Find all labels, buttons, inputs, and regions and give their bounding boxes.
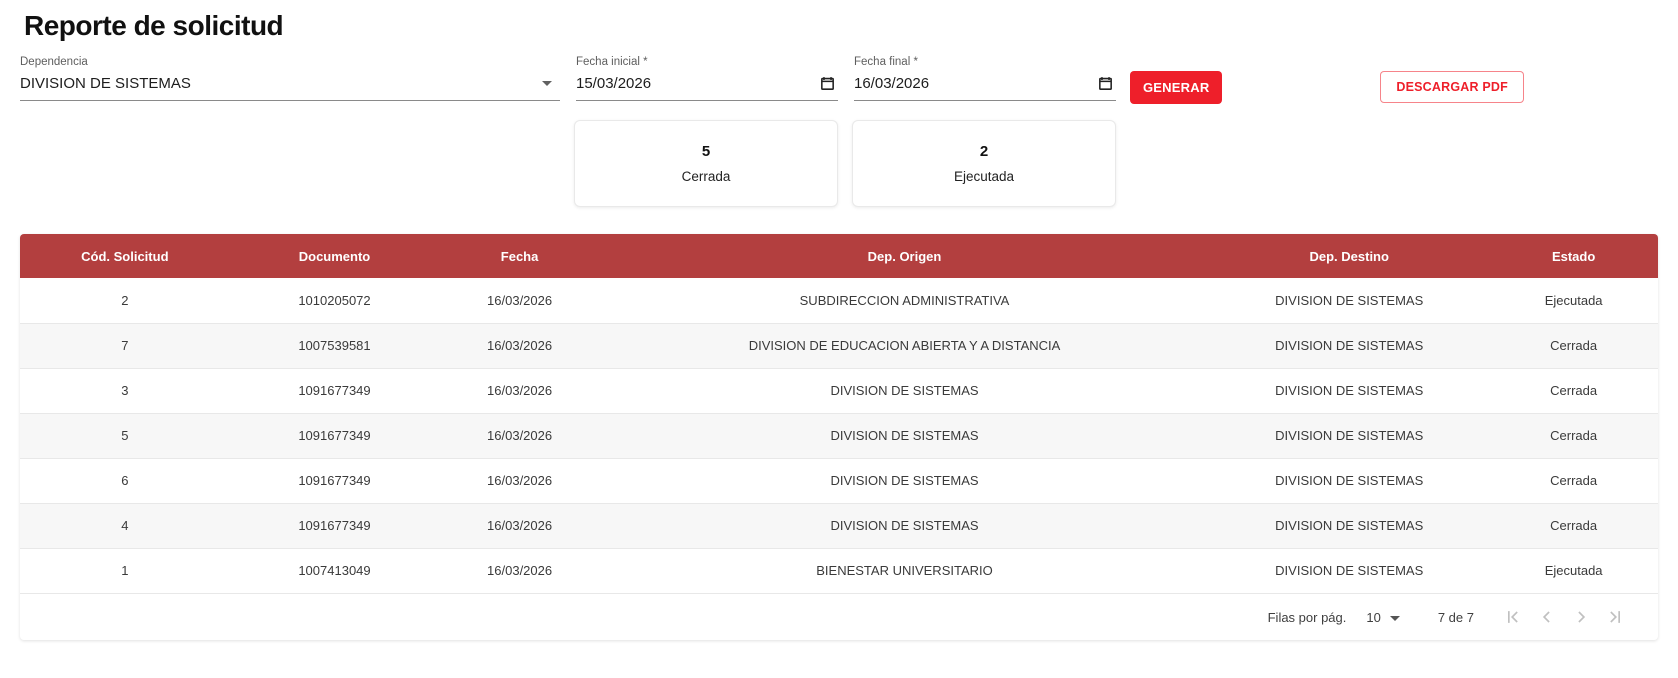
- first-page-button[interactable]: [1496, 600, 1530, 634]
- cell-dep-destino: DIVISION DE SISTEMAS: [1209, 322, 1490, 368]
- cell-fecha: 16/03/2026: [439, 502, 600, 548]
- cell-fecha: 16/03/2026: [439, 322, 600, 368]
- cell-cod-solicitud: 3: [20, 367, 230, 413]
- cell-dep-origen: DIVISION DE SISTEMAS: [599, 412, 1210, 458]
- cell-estado: Cerrada: [1489, 322, 1658, 368]
- cell-cod-solicitud: 5: [20, 412, 230, 458]
- report-table: Cód. Solicitud Documento Fecha Dep. Orig…: [20, 234, 1658, 593]
- column-header-documento: Documento: [229, 234, 440, 278]
- cell-estado: Cerrada: [1489, 412, 1658, 458]
- cell-dep-origen: DIVISION DE SISTEMAS: [599, 457, 1210, 503]
- last-page-icon: [1610, 611, 1620, 623]
- chevron-down-icon: [1389, 615, 1400, 621]
- cell-fecha: 16/03/2026: [439, 367, 600, 413]
- cell-dep-origen: DIVISION DE EDUCACION ABIERTA Y A DISTAN…: [599, 322, 1210, 368]
- calendar-icon[interactable]: [1097, 75, 1114, 92]
- cell-cod-solicitud: 7: [20, 322, 230, 368]
- solicitudes-table: Cód. Solicitud Documento Fecha Dep. Orig…: [20, 234, 1658, 640]
- dependencia-field: Dependencia DIVISION DE SISTEMAS: [20, 56, 560, 101]
- cell-documento: 1091677349: [229, 412, 440, 458]
- cell-dep-destino: DIVISION DE SISTEMAS: [1209, 547, 1490, 593]
- rows-per-page-value: 10: [1366, 609, 1381, 625]
- cell-documento: 1091677349: [229, 502, 440, 548]
- cell-fecha: 16/03/2026: [439, 457, 600, 503]
- last-page-button[interactable]: [1598, 600, 1632, 634]
- table-row: 5 1091677349 16/03/2026 DIVISION DE SIST…: [20, 412, 1658, 458]
- table-row: 4 1091677349 16/03/2026 DIVISION DE SIST…: [20, 502, 1658, 548]
- chevron-left-icon: [1542, 611, 1550, 623]
- fecha-inicial-label: Fecha inicial *: [576, 56, 648, 68]
- filter-bar: Dependencia DIVISION DE SISTEMAS Fecha i…: [0, 56, 1678, 104]
- calendar-icon[interactable]: [819, 75, 836, 92]
- dependencia-label: Dependencia: [20, 56, 88, 68]
- pagination-bar: Filas por pág. 10 7 de 7: [20, 593, 1658, 640]
- column-header-dep-destino: Dep. Destino: [1209, 234, 1490, 278]
- cell-dep-origen: DIVISION DE SISTEMAS: [599, 367, 1210, 413]
- rows-per-page-label: Filas por pág.: [1267, 609, 1347, 625]
- summary-card-ejecutada: 2 Ejecutada: [852, 120, 1116, 207]
- next-page-button[interactable]: [1564, 600, 1598, 634]
- report-page: Reporte de solicitud Dependencia DIVISIO…: [0, 10, 1678, 678]
- cell-estado: Cerrada: [1489, 457, 1658, 503]
- card-value: 2: [979, 143, 989, 160]
- fecha-final-input[interactable]: 16/03/2026: [854, 70, 1116, 101]
- column-header-cod-solicitud: Cód. Solicitud: [20, 234, 230, 278]
- cell-dep-origen: DIVISION DE SISTEMAS: [599, 502, 1210, 548]
- fecha-inicial-value: 15/03/2026: [576, 75, 652, 92]
- cell-cod-solicitud: 6: [20, 457, 230, 503]
- cell-documento: 1007413049: [229, 547, 440, 593]
- card-label: Ejecutada: [953, 169, 1015, 184]
- summary-cards: 5 Cerrada 2 Ejecutada: [0, 120, 1678, 207]
- cell-documento: 1007539581: [229, 322, 440, 368]
- prev-page-button[interactable]: [1530, 600, 1564, 634]
- fecha-final-value: 16/03/2026: [854, 75, 930, 92]
- generar-button[interactable]: GENERAR: [1130, 71, 1223, 104]
- table-row: 7 1007539581 16/03/2026 DIVISION DE EDUC…: [20, 322, 1658, 368]
- fecha-inicial-field: Fecha inicial * 15/03/2026: [576, 56, 838, 101]
- cell-dep-destino: DIVISION DE SISTEMAS: [1209, 502, 1490, 548]
- column-header-fecha: Fecha: [439, 234, 600, 278]
- table-row: 2 1010205072 16/03/2026 SUBDIRECCION ADM…: [20, 278, 1658, 323]
- card-value: 5: [701, 143, 711, 160]
- first-page-icon: [1508, 611, 1518, 623]
- column-header-estado: Estado: [1489, 234, 1658, 278]
- fecha-final-label: Fecha final *: [854, 56, 918, 68]
- page-title: Reporte de solicitud: [24, 10, 284, 41]
- fecha-final-field: Fecha final * 16/03/2026: [854, 56, 1116, 101]
- descargar-pdf-button[interactable]: DESCARGAR PDF: [1380, 71, 1524, 103]
- table-row: 6 1091677349 16/03/2026 DIVISION DE SIST…: [20, 457, 1658, 503]
- cell-documento: 1010205072: [298, 292, 371, 308]
- cell-dep-origen: BIENESTAR UNIVERSITARIO: [599, 547, 1210, 593]
- dependencia-select[interactable]: DIVISION DE SISTEMAS: [20, 70, 560, 101]
- cell-fecha: 16/03/2026: [439, 412, 600, 458]
- cell-estado: Cerrada: [1489, 367, 1658, 413]
- table-row: 1 1007413049 16/03/2026 BIENESTAR UNIVER…: [20, 547, 1658, 593]
- cell-estado: Ejecutada: [1489, 547, 1658, 593]
- cell-cod-solicitud: 1: [20, 547, 230, 593]
- cell-cod-solicitud: 2: [121, 292, 129, 308]
- cell-documento: 1091677349: [229, 367, 440, 413]
- cell-cod-solicitud: 4: [20, 502, 230, 548]
- fecha-inicial-input[interactable]: 15/03/2026: [576, 70, 838, 101]
- rows-per-page-select[interactable]: 10: [1366, 609, 1400, 625]
- cell-dep-destino: DIVISION DE SISTEMAS: [1209, 367, 1490, 413]
- column-header-dep-origen: Dep. Origen: [599, 234, 1210, 278]
- cell-dep-destino: DIVISION DE SISTEMAS: [1209, 457, 1490, 503]
- dependencia-value: DIVISION DE SISTEMAS: [20, 75, 191, 92]
- cell-estado: Cerrada: [1489, 502, 1658, 548]
- page-range-label: 7 de 7: [1437, 609, 1474, 625]
- cell-dep-origen: SUBDIRECCION ADMINISTRATIVA: [799, 292, 1010, 308]
- cell-fecha: 16/03/2026: [439, 547, 600, 593]
- card-label: Cerrada: [681, 169, 731, 184]
- cell-documento: 1091677349: [229, 457, 440, 503]
- chevron-right-icon: [1578, 611, 1586, 623]
- summary-card-cerrada: 5 Cerrada: [574, 120, 838, 207]
- cell-estado: Ejecutada: [1544, 292, 1603, 308]
- table-row: 3 1091677349 16/03/2026 DIVISION DE SIST…: [20, 367, 1658, 413]
- table-header-row: Cód. Solicitud Documento Fecha Dep. Orig…: [20, 234, 1658, 278]
- cell-dep-destino: DIVISION DE SISTEMAS: [1275, 292, 1424, 308]
- cell-dep-destino: DIVISION DE SISTEMAS: [1209, 412, 1490, 458]
- cell-fecha: 16/03/2026: [487, 292, 553, 308]
- chevron-down-icon: [542, 81, 552, 86]
